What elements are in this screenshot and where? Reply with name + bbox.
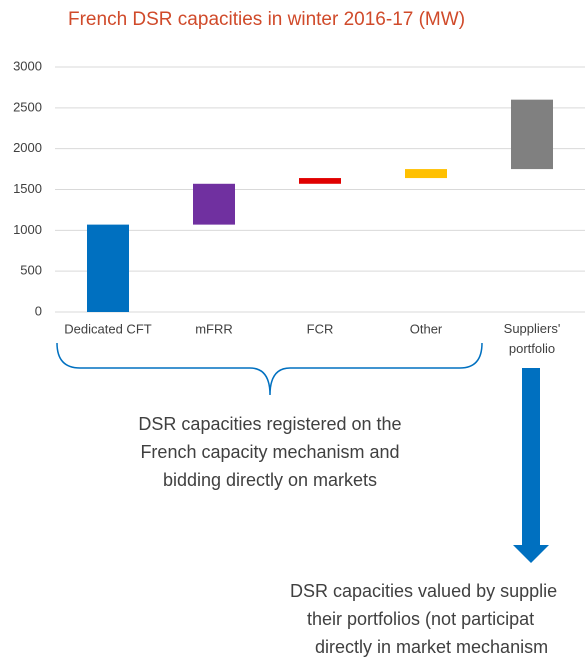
y-tick-label: 3000 [13, 58, 42, 73]
x-tick-label: Dedicated CFT [64, 321, 151, 336]
y-tick-label: 2500 [13, 99, 42, 114]
annotation: DSR capacities valued by supplie [290, 581, 557, 601]
annotation: French capacity mechanism and [140, 442, 399, 462]
chart-title: French DSR capacities in winter 2016-17 … [68, 9, 465, 30]
x-tick-label: Other [410, 321, 443, 336]
arrow-shaft [522, 368, 540, 546]
annotation: bidding directly on markets [163, 470, 377, 490]
y-tick-label: 1000 [13, 222, 42, 237]
annotation: directly in market mechanism [315, 637, 548, 657]
y-tick-label: 2000 [13, 140, 42, 155]
arrow-head [513, 545, 549, 563]
x-tick-label: FCR [307, 321, 334, 336]
annotation: DSR capacities registered on the [138, 414, 401, 434]
y-tick-label: 1500 [13, 181, 42, 196]
bar [405, 169, 447, 179]
y-tick-label: 500 [20, 263, 42, 278]
x-tick-label: mFRR [195, 321, 233, 336]
y-tick-label: 0 [35, 303, 42, 318]
bar [299, 178, 341, 184]
brace [56, 342, 483, 396]
bar [511, 99, 553, 170]
bar [193, 183, 235, 225]
bar [87, 224, 129, 312]
x-tick-label: Suppliers' portfolio [504, 321, 561, 356]
annotation: their portfolios (not participat [307, 609, 534, 629]
